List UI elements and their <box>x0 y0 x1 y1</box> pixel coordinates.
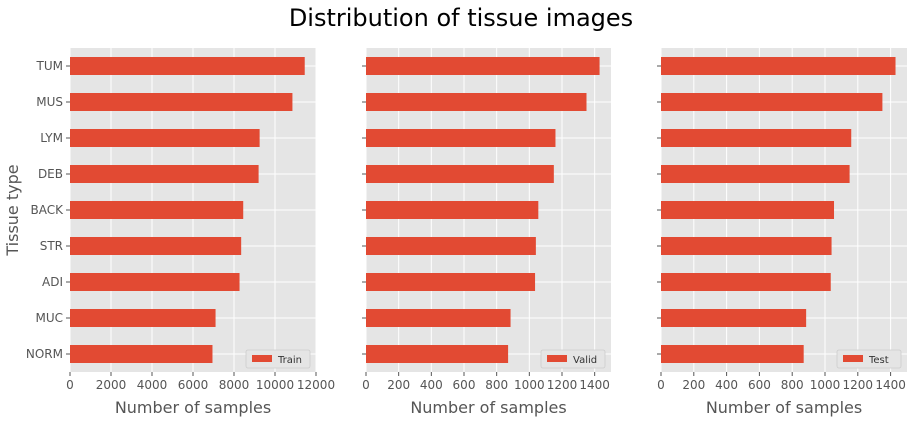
bar-adi <box>366 273 536 291</box>
bar-tum <box>366 57 600 75</box>
y-tick-label: ADI <box>42 275 63 289</box>
y-tick-label: BACK <box>31 203 65 217</box>
y-tick-label: LYM <box>40 131 63 145</box>
x-tick-label: 0 <box>66 378 74 392</box>
bar-mus <box>661 93 883 111</box>
x-tick-label: 600 <box>748 378 771 392</box>
legend-box <box>836 349 902 369</box>
x-tick-label: 12000 <box>297 378 335 392</box>
x-tick-label: 10000 <box>256 378 294 392</box>
y-tick-label: STR <box>40 239 63 253</box>
y-axis-label: Tissue type <box>3 164 22 256</box>
x-axis-label: Number of samples <box>115 398 271 417</box>
bar-back <box>70 201 244 219</box>
bar-deb <box>366 165 554 183</box>
legend-swatch <box>843 355 863 362</box>
chart-panels: 0 2000 4000 6000 8000 10000 12000NORMMUCADISTR… <box>3 48 907 417</box>
bar-deb <box>661 165 850 183</box>
bar-str <box>70 237 242 255</box>
x-tick-label: 800 <box>781 378 804 392</box>
x-tick-label: 1200 <box>547 378 578 392</box>
y-tick-label: DEB <box>38 167 63 181</box>
bar-adi <box>70 273 240 291</box>
x-axis-label: Number of samples <box>410 398 566 417</box>
x-tick-label: 1000 <box>514 378 545 392</box>
bar-lym <box>70 129 260 147</box>
x-tick-label: 400 <box>420 378 443 392</box>
bar-mus <box>366 93 587 111</box>
chart-panel-2: 0 200 400 600 800 1000 1200 1400 Number of sampl… <box>362 48 611 417</box>
x-tick-label: 1400 <box>875 378 906 392</box>
bar-str <box>366 237 536 255</box>
y-tick-label: TUM <box>36 59 63 73</box>
legend-box <box>245 349 311 369</box>
x-tick-label: 400 <box>715 378 738 392</box>
bar-mus <box>70 93 293 111</box>
x-tick-label: 6000 <box>178 378 209 392</box>
x-tick-label: 8000 <box>219 378 250 392</box>
y-tick-label: MUS <box>36 95 63 109</box>
legend-swatch <box>252 355 272 362</box>
bar-muc <box>70 309 216 327</box>
bar-muc <box>661 309 807 327</box>
bar-adi <box>661 273 831 291</box>
x-tick-label: 0 <box>362 378 370 392</box>
legend-label: Train <box>277 355 302 366</box>
x-axis-label: Number of samples <box>706 398 862 417</box>
bar-back <box>661 201 835 219</box>
legend-box <box>540 349 606 369</box>
x-tick-label: 200 <box>682 378 705 392</box>
figure-title: Distribution of tissue images <box>289 4 633 32</box>
x-tick-label: 800 <box>485 378 508 392</box>
bar-tum <box>70 57 305 75</box>
chart-panel-1: 0 2000 4000 6000 8000 10000 12000 NORM MUC ADI STR… <box>3 48 335 417</box>
bar-deb <box>70 165 259 183</box>
chart-panel-3: 0 200 400 600 800 1000 1200 1400 Number of sampl… <box>657 48 907 417</box>
legend: Train <box>245 349 311 369</box>
x-tick-label: 200 <box>387 378 410 392</box>
x-tick-label: 4000 <box>137 378 168 392</box>
bar-lym <box>661 129 852 147</box>
legend: Valid <box>540 349 606 369</box>
bar-norm <box>661 345 804 363</box>
bar-norm <box>366 345 509 363</box>
x-tick-label: 1000 <box>810 378 841 392</box>
x-tick-label: 0 <box>657 378 665 392</box>
bar-muc <box>366 309 511 327</box>
legend-swatch <box>547 355 567 362</box>
bar-lym <box>366 129 556 147</box>
y-tick-label: MUC <box>35 311 63 325</box>
x-tick-label: 600 <box>453 378 476 392</box>
x-tick-label: 1400 <box>579 378 610 392</box>
legend-label: Test <box>868 355 889 366</box>
bar-norm <box>70 345 213 363</box>
legend-label: Valid <box>573 355 597 366</box>
bar-str <box>661 237 832 255</box>
bar-tum <box>661 57 896 75</box>
x-tick-label: 1200 <box>843 378 874 392</box>
x-tick-label: 2000 <box>96 378 127 392</box>
y-tick-label: NORM <box>26 347 63 361</box>
legend: Test <box>836 349 902 369</box>
bar-back <box>366 201 539 219</box>
